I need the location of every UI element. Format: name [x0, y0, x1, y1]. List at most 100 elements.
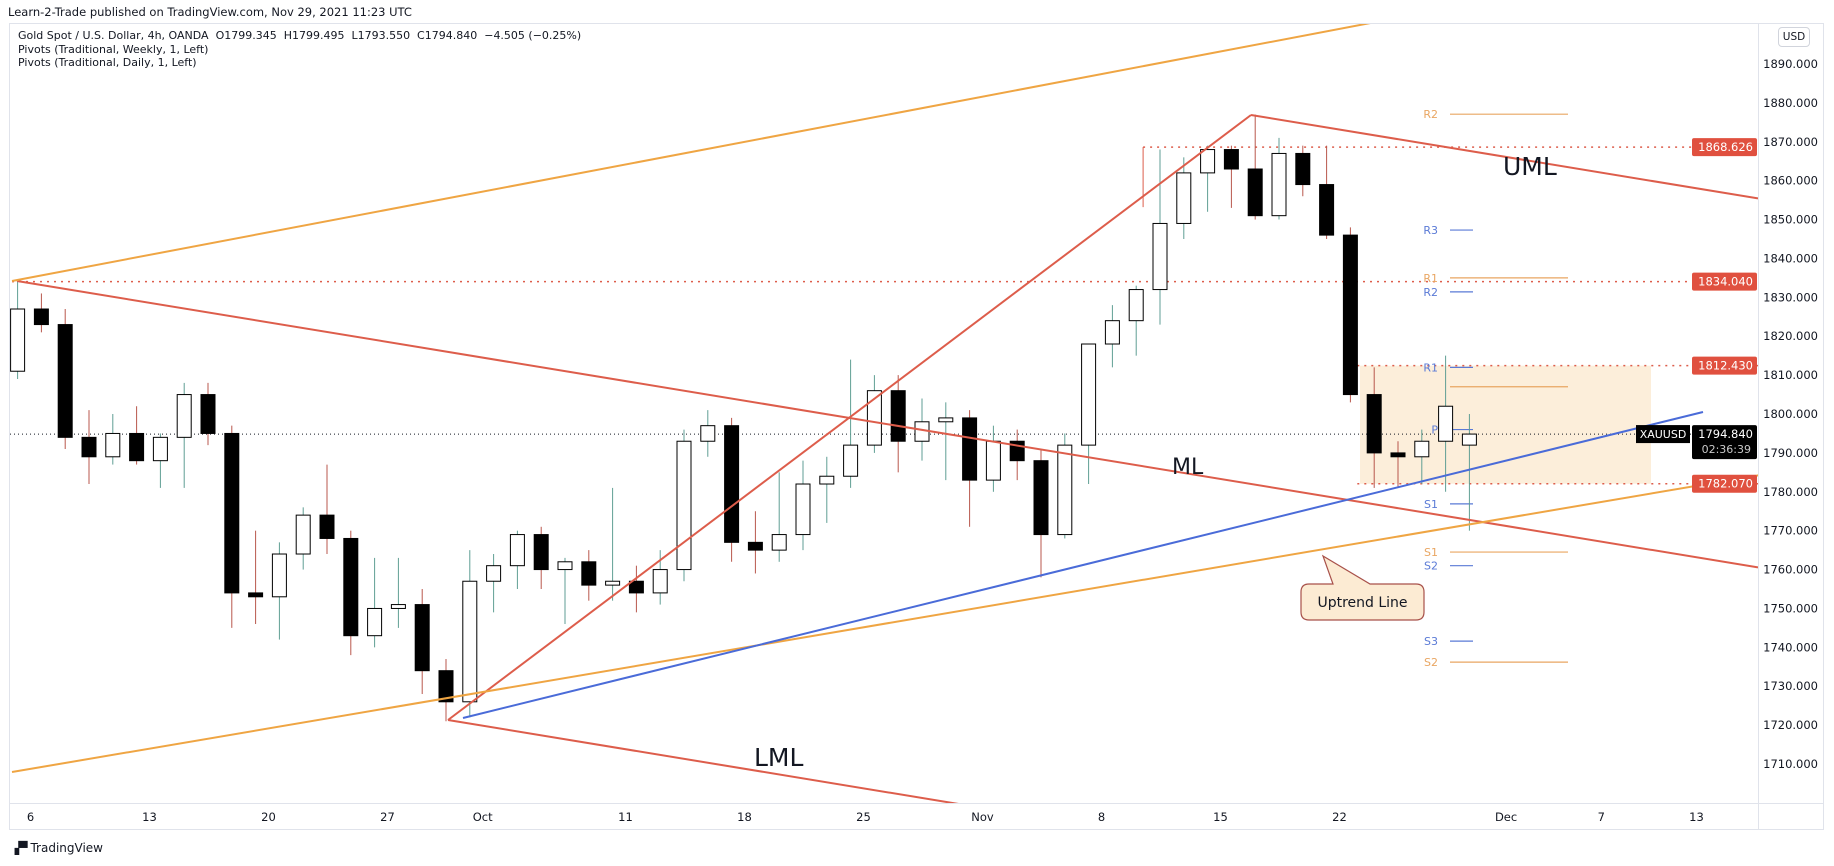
candle: [1223, 145, 1239, 208]
level-price-label: 1868.626: [1692, 138, 1757, 157]
candle: [57, 309, 73, 450]
candle-body: [1081, 343, 1097, 446]
candle-body: [628, 580, 644, 594]
candle-body: [81, 436, 97, 458]
time-tick-label: 7: [1598, 810, 1605, 824]
callout-text: Uptrend Line: [1317, 595, 1407, 611]
daily-pivot-label: P: [1431, 424, 1438, 437]
candle: [462, 550, 478, 718]
candle-body: [1104, 320, 1120, 345]
price-tick-label: 1800.000: [1763, 407, 1818, 421]
candle: [509, 530, 525, 590]
candle-body: [1057, 444, 1073, 536]
chart-legend: Gold Spot / U.S. Dollar, 4h, OANDA O1799…: [18, 29, 581, 70]
legend-pivots-daily[interactable]: Pivots (Traditional, Daily, 1, Left): [18, 56, 197, 69]
candle: [676, 429, 692, 582]
candle-body: [295, 514, 311, 555]
candle: [843, 359, 859, 488]
candle-body: [152, 436, 168, 462]
candle: [1104, 305, 1120, 368]
candle: [152, 433, 168, 488]
daily-pivot-label: R3: [1423, 224, 1438, 237]
blue-trendline: [462, 411, 1704, 719]
level-label-bg: [1692, 272, 1757, 291]
candle: [1342, 227, 1358, 403]
level-price-label: 1782.070: [1692, 474, 1757, 493]
time-tick-label: 11: [618, 810, 633, 824]
candle-body: [248, 592, 264, 598]
candle: [81, 410, 97, 485]
candle-body: [1342, 234, 1358, 396]
candle-body: [652, 569, 668, 594]
candle: [1081, 343, 1097, 485]
candle-body: [10, 308, 26, 372]
uptrend-line-callout[interactable]: Uptrend Line: [1300, 554, 1425, 621]
price-tick-label: 1710.000: [1763, 757, 1818, 771]
candle-body: [1223, 149, 1239, 170]
price-tick-label: 1850.000: [1763, 213, 1818, 227]
candle: [1271, 137, 1287, 220]
time-tick-label: 25: [856, 810, 871, 824]
candle: [438, 659, 454, 722]
symbol-label-bg: [1636, 425, 1690, 444]
time-tick-label: 27: [380, 810, 395, 824]
candle-body: [724, 425, 740, 543]
candle-body: [1247, 168, 1263, 217]
candle: [390, 557, 406, 628]
level-label-bg: [1692, 474, 1757, 493]
price-tick-label: 1860.000: [1763, 174, 1818, 188]
candle-body: [795, 483, 811, 536]
symbol-label-text: XAUUSD: [1640, 428, 1687, 441]
candle-body: [1271, 152, 1287, 217]
chart-frame: [9, 23, 1824, 830]
candle: [866, 375, 882, 453]
candle-body: [1366, 394, 1382, 454]
tradingview-logo[interactable]: ▗▀ TradingView: [10, 841, 103, 855]
candle-body: [1461, 433, 1477, 446]
time-tick-label: Dec: [1495, 810, 1517, 824]
price-tick-label: 1810.000: [1763, 368, 1818, 382]
legend-pivots-weekly[interactable]: Pivots (Traditional, Weekly, 1, Left): [18, 42, 209, 56]
level-label-text: 1812.430: [1698, 359, 1753, 373]
lml-label: LML: [754, 743, 803, 772]
candle-body: [319, 514, 335, 539]
candle-body: [1033, 460, 1049, 536]
time-tick-label: 13: [1689, 810, 1704, 824]
candle: [486, 554, 502, 613]
candle: [1366, 367, 1382, 488]
price-tick-label: 1750.000: [1763, 601, 1818, 615]
candle: [795, 460, 811, 551]
price-tick-label: 1770.000: [1763, 524, 1818, 538]
price-tick-label: 1820.000: [1763, 329, 1818, 343]
candle: [1057, 433, 1073, 539]
candle: [533, 526, 549, 590]
candle: [1461, 414, 1477, 531]
daily-pivot-label: S2: [1424, 560, 1438, 573]
time-tick-label: Oct: [473, 810, 493, 824]
tradingview-logo-icon: ▗▀: [10, 841, 27, 855]
candle-body: [486, 565, 502, 582]
candle: [1033, 449, 1049, 578]
candle: [962, 410, 978, 527]
candle: [319, 464, 335, 555]
level-price-label: 1812.430: [1692, 356, 1757, 375]
candle-body: [176, 394, 192, 438]
time-tick-label: 6: [27, 810, 34, 824]
candle-body: [581, 561, 597, 586]
candle: [1414, 429, 1430, 485]
currency-button[interactable]: USD: [1778, 27, 1810, 47]
level-label-bg: [1692, 138, 1757, 157]
candle-body: [938, 417, 954, 423]
candle-body: [1295, 152, 1311, 186]
candle-body: [1176, 172, 1192, 224]
candle: [10, 281, 26, 380]
channel-upper-line: [11, 24, 1371, 282]
candle-body: [105, 432, 121, 458]
price-tick-label: 1840.000: [1763, 251, 1818, 265]
candle-body: [819, 475, 835, 485]
legend-symbol[interactable]: Gold Spot / U.S. Dollar, 4h, OANDA O1799…: [18, 29, 582, 42]
daily-pivot-label: S1: [1424, 498, 1438, 511]
candle-body: [676, 440, 692, 571]
candle: [1390, 441, 1406, 488]
